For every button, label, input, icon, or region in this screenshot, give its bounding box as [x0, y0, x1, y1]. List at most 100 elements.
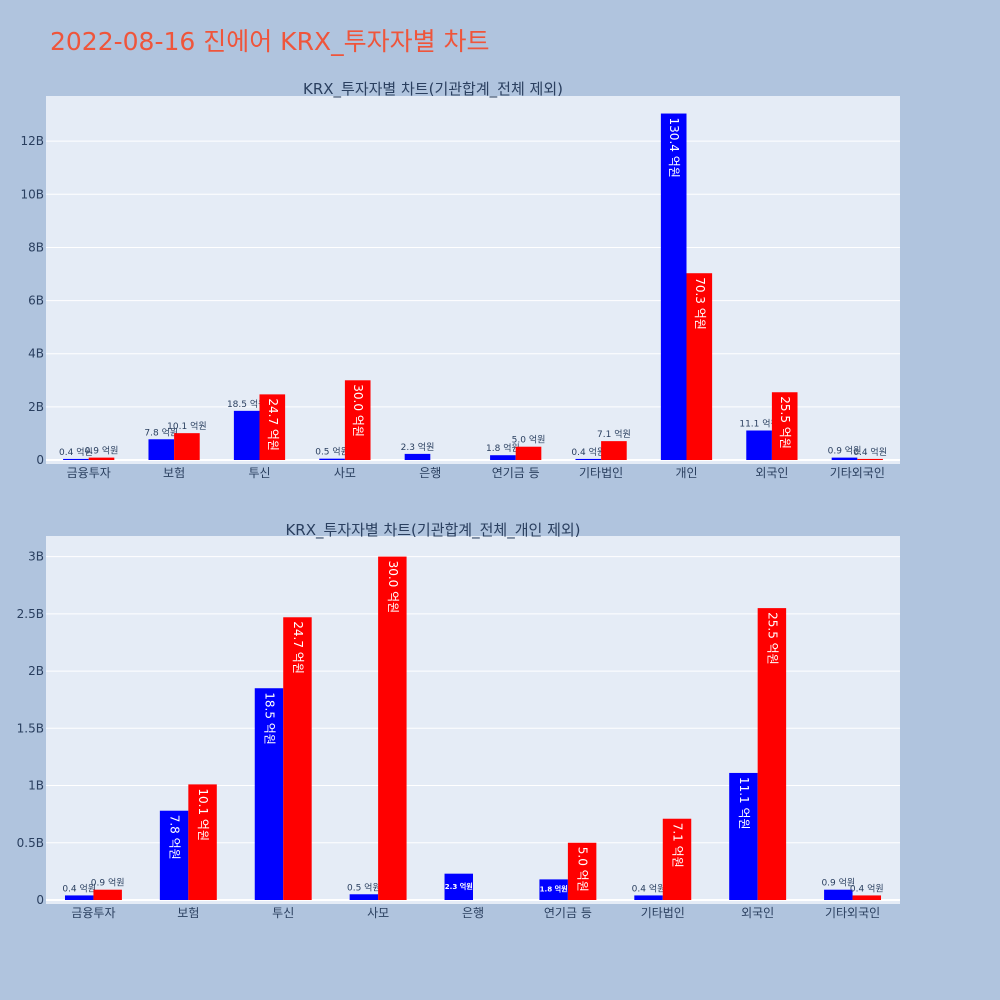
- x-tick-label: 기타법인: [579, 466, 623, 480]
- bar: [660, 113, 687, 460]
- y-tick-label: 0: [36, 453, 44, 467]
- bar: [757, 608, 787, 900]
- data-label: 1.8 억원: [486, 442, 520, 454]
- bar: [254, 688, 284, 900]
- x-tick-label: 외국인: [741, 906, 774, 920]
- data-label: 25.5 억원: [778, 396, 792, 449]
- data-label: 11.1 억원: [739, 418, 778, 430]
- data-label: 0.4 억원: [571, 446, 605, 458]
- bar: [63, 458, 89, 460]
- data-label: 10.1 억원: [196, 788, 210, 841]
- data-label: 7.8 억원: [168, 815, 182, 860]
- x-tick-label: 보험: [177, 906, 199, 920]
- data-label: 0.4 억원: [853, 446, 887, 458]
- y-tick-label: 3B: [28, 550, 44, 564]
- data-label: 70.3 억원: [693, 277, 707, 330]
- y-tick-label: 2B: [28, 400, 44, 414]
- data-label: 130.4 억원: [667, 118, 681, 178]
- bar: [662, 818, 692, 900]
- bar: [515, 446, 542, 460]
- bar: [746, 430, 772, 460]
- data-label: 1.8 억원: [540, 885, 568, 894]
- data-label: 0.9 억원: [91, 877, 125, 889]
- bar: [824, 889, 853, 900]
- x-tick-label: 기타외국인: [825, 906, 880, 920]
- bar: [319, 458, 345, 460]
- y-tick-label: 1B: [28, 779, 44, 793]
- chart-subtitle: KRX_투자자별 차트(기관합계_전체 제외): [303, 80, 563, 99]
- y-tick-label: 2.5B: [17, 607, 44, 621]
- data-label: 0.4 억원: [632, 882, 666, 894]
- bar: [233, 410, 260, 460]
- data-label: 0.4 억원: [59, 446, 93, 458]
- bar: [93, 889, 122, 900]
- data-label: 18.5 억원: [262, 692, 276, 745]
- x-tick-label: 사모: [334, 466, 356, 480]
- data-label: 2.3 억원: [445, 882, 473, 891]
- y-tick-label: 4B: [28, 347, 44, 361]
- bar: [575, 458, 602, 460]
- x-tick-label: 외국인: [755, 466, 788, 480]
- bar: [601, 441, 627, 460]
- data-label: 0.9 억원: [85, 445, 119, 457]
- bar: [259, 394, 286, 460]
- x-tick-label: 금융투자: [67, 466, 111, 480]
- data-label: 0.5 억원: [347, 881, 381, 893]
- bar: [404, 453, 431, 460]
- bar: [539, 879, 568, 900]
- y-tick-label: 6B: [28, 294, 44, 308]
- data-label: 0.9 억원: [828, 445, 862, 457]
- data-label: 25.5 억원: [765, 612, 779, 665]
- chart-2: KRX_투자자별 차트(기관합계_전체_개인 제외) 0 0.5B 1B 1.5B 2B 2…: [17, 521, 900, 920]
- bar: [567, 842, 597, 900]
- x-tick-label: 연기금 등: [492, 466, 540, 480]
- y-tick-label: 8B: [28, 240, 44, 254]
- data-label: 24.7 억원: [266, 398, 280, 451]
- bar: [283, 617, 312, 900]
- bar: [188, 784, 217, 900]
- data-label: 5.0 억원: [576, 847, 590, 892]
- data-label: 24.7 억원: [291, 621, 305, 674]
- data-label: 5.0 억원: [512, 434, 546, 446]
- bar: [490, 455, 516, 460]
- chart-subtitle: KRX_투자자별 차트(기관합계_전체_개인 제외): [285, 521, 580, 540]
- data-label: 0.4 억원: [850, 882, 884, 894]
- bar: [771, 392, 798, 460]
- data-label: 7.1 억원: [671, 823, 685, 868]
- bar: [831, 457, 858, 460]
- data-label: 10.1 억원: [167, 420, 206, 432]
- bar: [349, 894, 379, 900]
- x-tick-label: 연기금 등: [544, 906, 592, 920]
- x-tick-label: 기타법인: [641, 906, 685, 920]
- bar: [378, 556, 407, 900]
- bar: [852, 895, 882, 900]
- bar: [686, 273, 713, 460]
- x-tick-label: 투신: [248, 466, 270, 480]
- data-label: 0.4 억원: [62, 882, 96, 894]
- y-tick-label: 1.5B: [17, 721, 44, 735]
- x-tick-label: 금융투자: [71, 906, 115, 920]
- data-label: 30.0 억원: [386, 561, 400, 614]
- y-tick-label: 2B: [28, 664, 44, 678]
- x-tick-label: 은행: [419, 465, 441, 480]
- bar: [444, 873, 473, 900]
- bar: [174, 433, 200, 460]
- y-tick-label: 0: [36, 893, 44, 907]
- data-label: 30.0 억원: [351, 384, 365, 437]
- data-label: 18.5 억원: [227, 398, 266, 410]
- data-label: 7.8 억원: [144, 426, 178, 438]
- data-label: 0.9 억원: [821, 877, 855, 889]
- y-tick-label: 0.5B: [17, 836, 44, 850]
- data-label: 7.1 억원: [597, 428, 631, 440]
- bar: [634, 895, 663, 900]
- bar: [857, 458, 883, 460]
- data-label: 2.3 억원: [401, 441, 435, 453]
- bar: [64, 895, 94, 900]
- bar: [159, 810, 189, 900]
- x-tick-label: 기타외국인: [830, 466, 885, 480]
- x-tick-label: 은행: [462, 905, 484, 920]
- x-tick-label: 개인: [675, 466, 697, 480]
- data-label: 11.1 억원: [737, 777, 751, 830]
- bar: [344, 380, 371, 460]
